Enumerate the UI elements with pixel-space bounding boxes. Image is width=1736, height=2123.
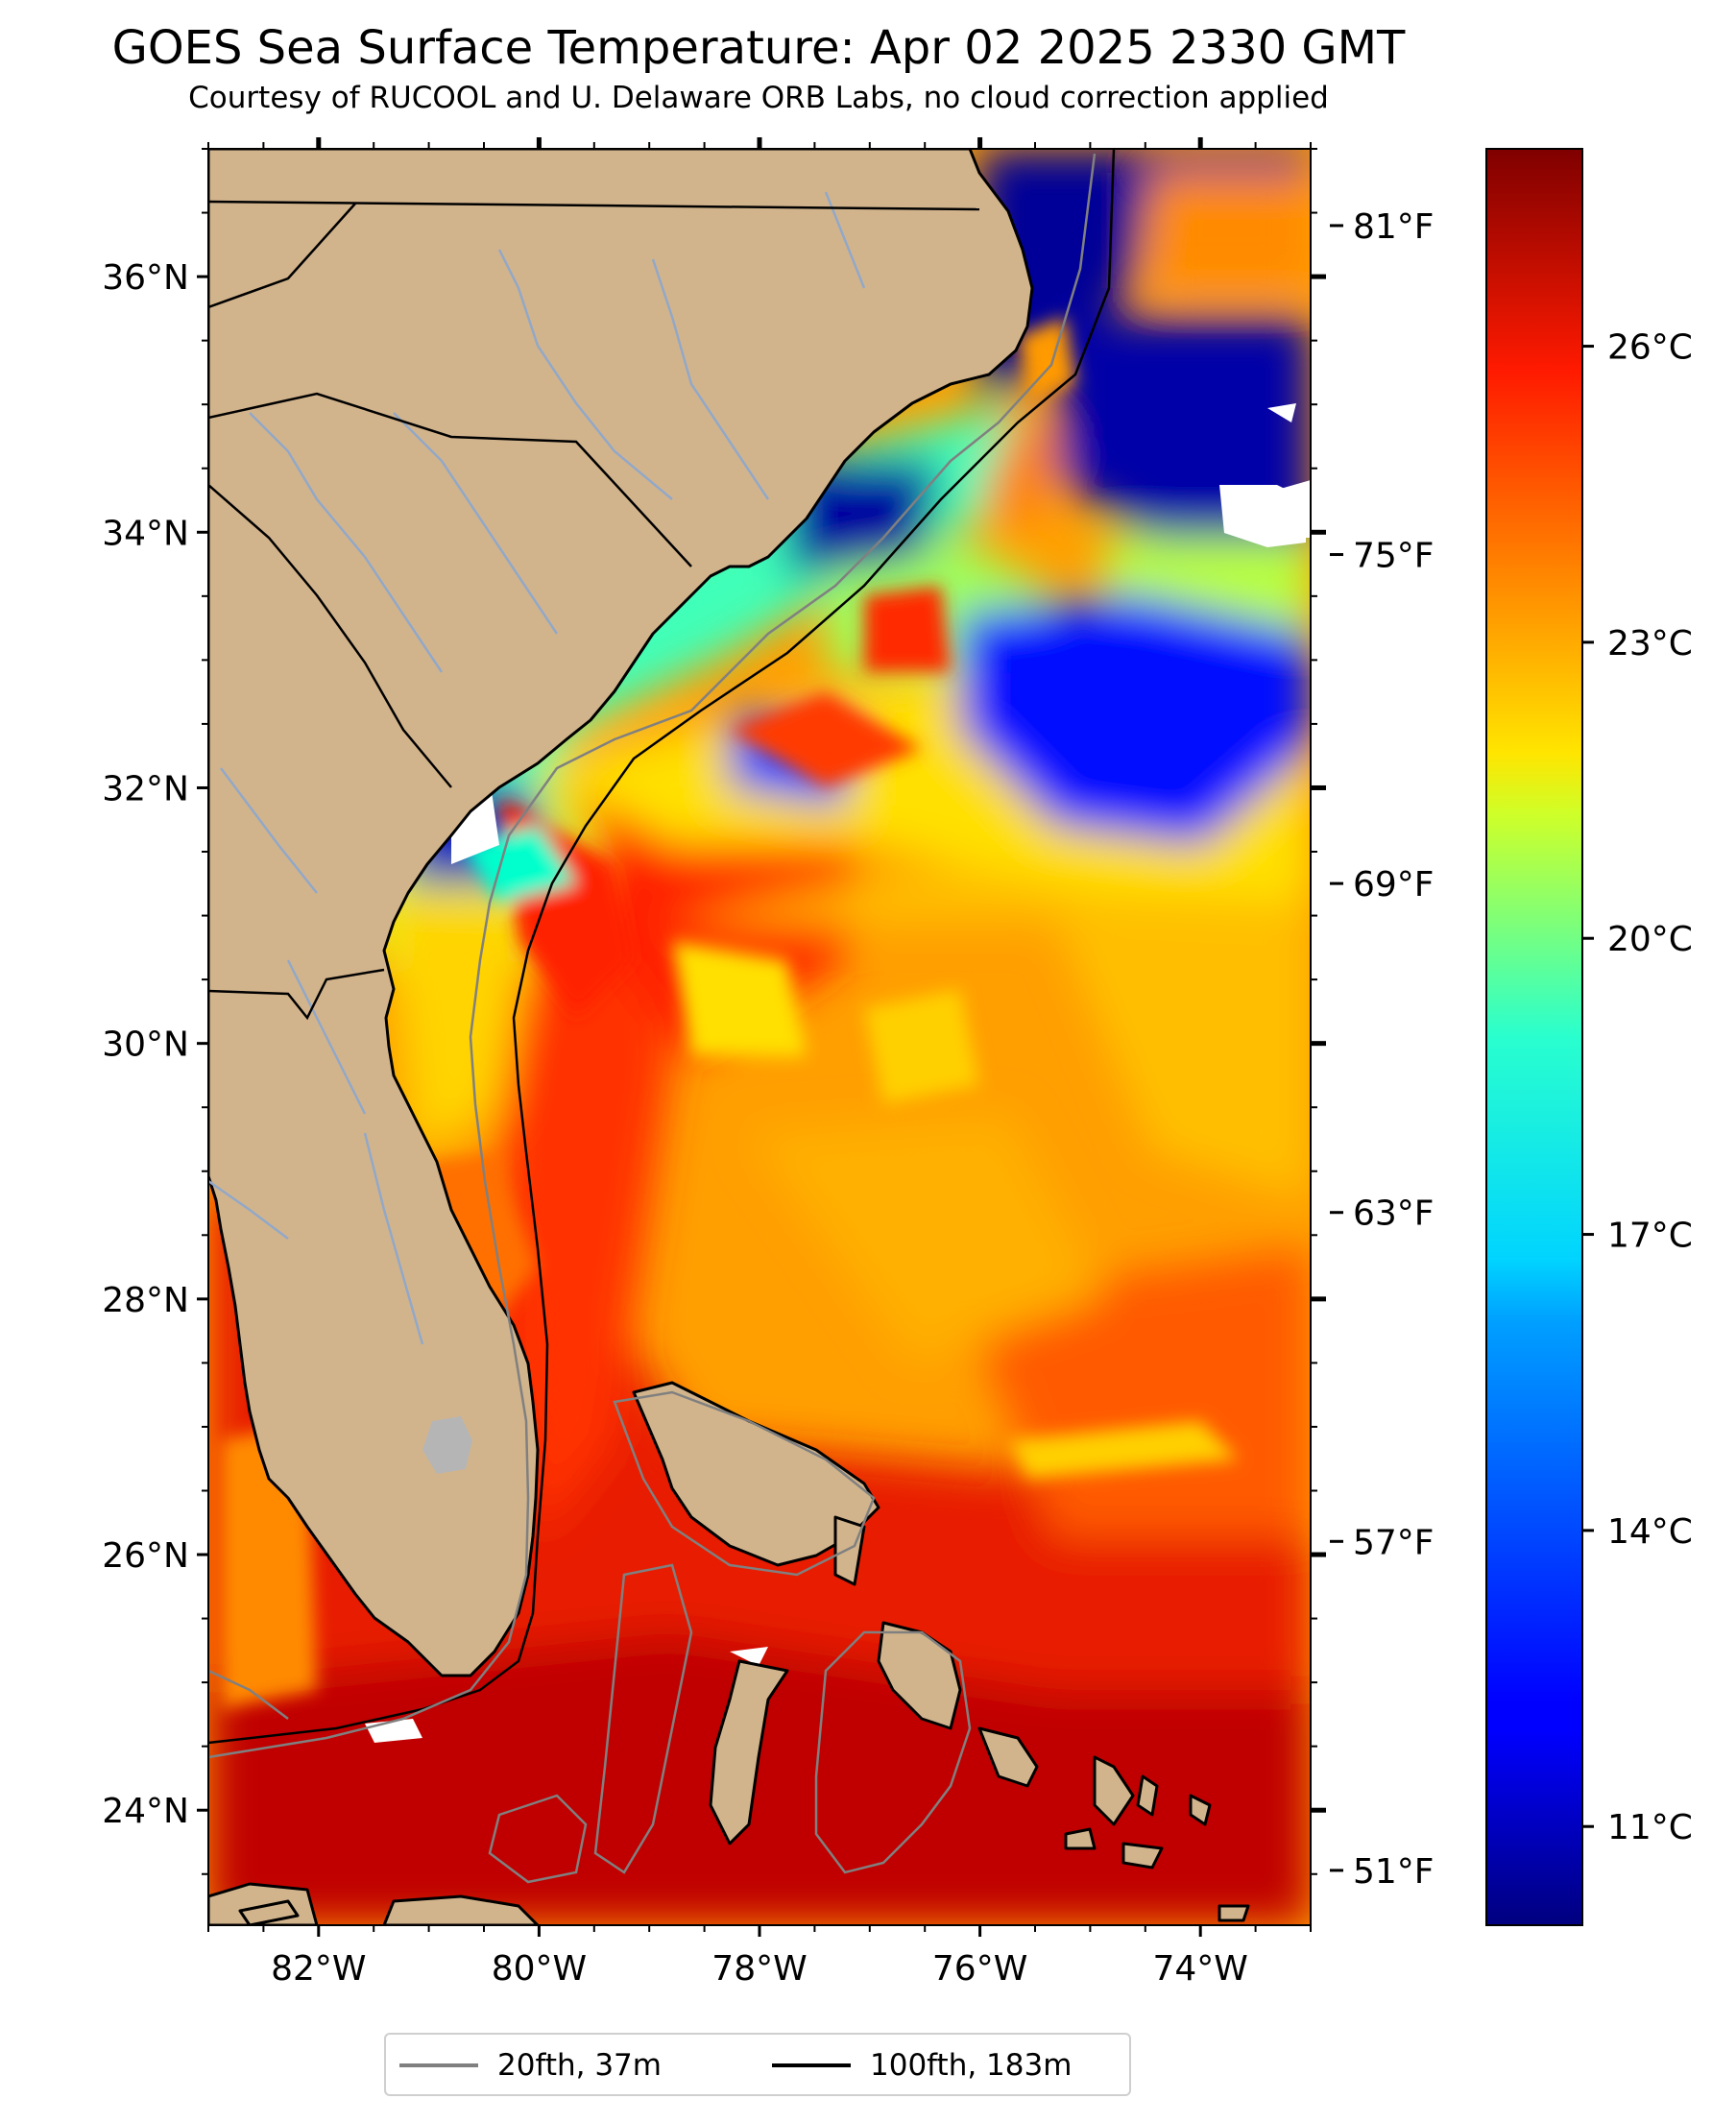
isobath-100fth	[208, 149, 1116, 1745]
y-tick-label: 26°N	[102, 1536, 189, 1576]
y-tick-label: 36°N	[102, 258, 189, 298]
y-tick-label: 28°N	[102, 1281, 189, 1320]
lake-okeechobee	[422, 1416, 472, 1474]
legend-item-20fth: 20fth, 37m	[399, 2048, 662, 2083]
state-borders	[208, 200, 980, 1021]
y-tick-label: 34°N	[102, 514, 189, 553]
x-tick-label: 80°W	[492, 1949, 587, 1989]
x-tick-label: 78°W	[711, 1949, 807, 1989]
isobath-20fth	[208, 153, 1097, 1884]
colorbar-tick-label: 17°C	[1607, 1217, 1693, 1256]
colorbar-tick-label: 23°C	[1607, 624, 1693, 663]
colorbar-tick-label: 11°C	[1607, 1808, 1693, 1847]
fahrenheit-axis-ticks: 81°F 75°F 69°F 63°F 57°F 51°F	[1330, 207, 1435, 1892]
chart-subtitle: Courtesy of RUCOOL and U. Delaware ORB L…	[188, 81, 1329, 115]
legend-label-100fth: 100fth, 183m	[870, 2048, 1073, 2083]
colorbar-tick-label: 20°C	[1607, 920, 1693, 959]
y-tick-label: 30°N	[102, 1025, 189, 1065]
legend-item-100fth: 100fth, 183m	[772, 2048, 1072, 2083]
minor-ticks	[202, 142, 1317, 1932]
chart-title: GOES Sea Surface Temperature: Apr 02 202…	[111, 21, 1406, 75]
temperature-field	[208, 149, 1311, 1925]
fahrenheit-tick-label: 81°F	[1353, 207, 1435, 247]
legend-label-20fth: 20fth, 37m	[497, 2048, 662, 2083]
y-tick-label: 24°N	[102, 1792, 189, 1831]
x-tick-label: 82°W	[271, 1949, 366, 1989]
fahrenheit-tick-label: 75°F	[1353, 537, 1435, 576]
legend-swatch-100fth	[772, 2063, 851, 2067]
land	[208, 149, 1250, 1925]
legend-swatch-20fth	[399, 2063, 478, 2067]
sst-map	[208, 149, 1311, 1925]
colorbar-tick-label: 14°C	[1607, 1512, 1693, 1552]
fahrenheit-tick-label: 57°F	[1353, 1523, 1435, 1562]
colorbar-ticks: 26°C 23°C 20°C 17°C 14°C 11°C	[1582, 328, 1693, 1847]
x-axis-ticks: 82°W 80°W 78°W 76°W 74°W	[271, 137, 1248, 1989]
fahrenheit-tick-label: 63°F	[1353, 1194, 1435, 1234]
fahrenheit-tick-label: 69°F	[1353, 865, 1435, 905]
isobath-legend: 20fth, 37m 100fth, 183m	[384, 2033, 1131, 2096]
x-tick-label: 74°W	[1152, 1949, 1247, 1989]
colorbar-tick-label: 26°C	[1607, 328, 1693, 368]
colorbar	[1485, 148, 1583, 1926]
y-axis-ticks: 24°N 26°N 28°N 30°N 32°N 34°N 36°N	[102, 258, 1326, 1831]
rivers	[208, 191, 866, 1345]
y-tick-label: 32°N	[102, 769, 189, 808]
x-tick-label: 76°W	[932, 1949, 1027, 1989]
fahrenheit-tick-label: 51°F	[1353, 1852, 1435, 1892]
